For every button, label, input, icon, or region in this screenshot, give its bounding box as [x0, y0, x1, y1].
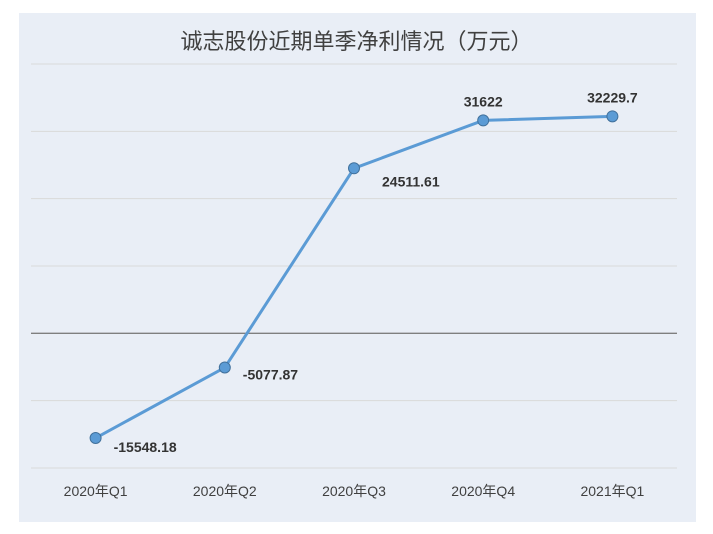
- x-tick-label: 2020年Q3: [322, 483, 386, 499]
- data-point: [348, 162, 360, 175]
- data-label: -15548.18: [114, 439, 177, 455]
- x-tick-label: 2020年Q1: [64, 483, 128, 499]
- x-tick-label: 2021年Q1: [580, 483, 644, 499]
- data-label: -5077.87: [243, 367, 298, 383]
- x-tick-label: 2020年Q2: [193, 483, 257, 499]
- data-point: [606, 110, 619, 123]
- chart-title: 诚志股份近期单季净利情况（万元）: [180, 30, 533, 55]
- data-label: 32229.7: [587, 89, 638, 105]
- chart-area: [19, 13, 696, 522]
- data-point: [477, 114, 490, 127]
- x-tick-label: 2020年Q4: [451, 483, 515, 499]
- data-label: 24511.61: [382, 173, 440, 189]
- data-label: 31622: [464, 93, 503, 109]
- data-point: [218, 361, 231, 374]
- data-point: [89, 432, 102, 445]
